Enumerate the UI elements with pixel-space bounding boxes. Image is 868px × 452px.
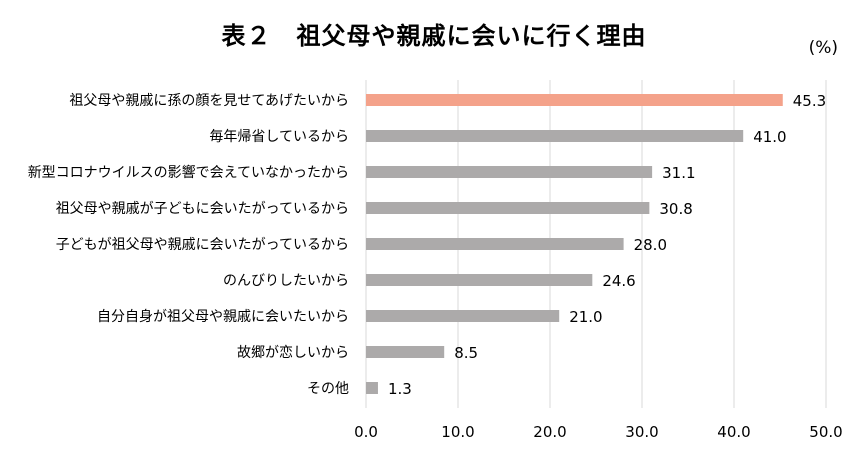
category-label: 自分自身が祖父母や親戚に会いたいから xyxy=(97,309,349,325)
bar xyxy=(366,274,593,286)
data-label: 45.3 xyxy=(793,92,826,110)
data-label: 8.5 xyxy=(454,344,478,362)
x-tick-label: 30.0 xyxy=(625,423,658,441)
category-label: 祖父母や親戚が子どもに会いたがっているから xyxy=(56,201,349,217)
category-label: 新型コロナウイルスの影響で会えていなかったから xyxy=(28,164,349,181)
bar xyxy=(366,202,650,214)
data-label: 31.1 xyxy=(662,164,695,182)
category-label: 祖父母や親戚に孫の顔を見せてあげたいから xyxy=(69,93,349,109)
bar xyxy=(366,130,744,142)
data-label: 41.0 xyxy=(753,128,786,146)
bar xyxy=(366,382,378,394)
x-tick-label: 10.0 xyxy=(441,423,474,441)
category-label: その他 xyxy=(307,381,349,397)
bar xyxy=(366,166,653,178)
bar xyxy=(366,238,624,250)
category-label: 子どもが祖父母や親戚に会いたがっているから xyxy=(56,237,349,253)
bar xyxy=(366,310,560,322)
bar xyxy=(366,94,783,106)
category-label: 毎年帰省しているから xyxy=(209,128,349,145)
category-label: 故郷が恋しいから xyxy=(237,344,349,361)
data-label: 21.0 xyxy=(569,308,602,326)
x-tick-label: 0.0 xyxy=(354,423,378,441)
unit-label: (%) xyxy=(808,38,838,58)
x-tick-label: 50.0 xyxy=(809,423,842,441)
data-label: 1.3 xyxy=(388,380,412,398)
chart-title: 表２ 祖父母や親戚に会いに行く理由 xyxy=(221,22,647,50)
bar xyxy=(366,346,445,358)
x-tick-label: 20.0 xyxy=(533,423,566,441)
data-label: 24.6 xyxy=(602,272,635,290)
data-label: 30.8 xyxy=(659,200,692,218)
x-tick-label: 40.0 xyxy=(717,423,750,441)
category-label: のんびりしたいから xyxy=(223,273,349,289)
data-label: 28.0 xyxy=(634,236,667,254)
